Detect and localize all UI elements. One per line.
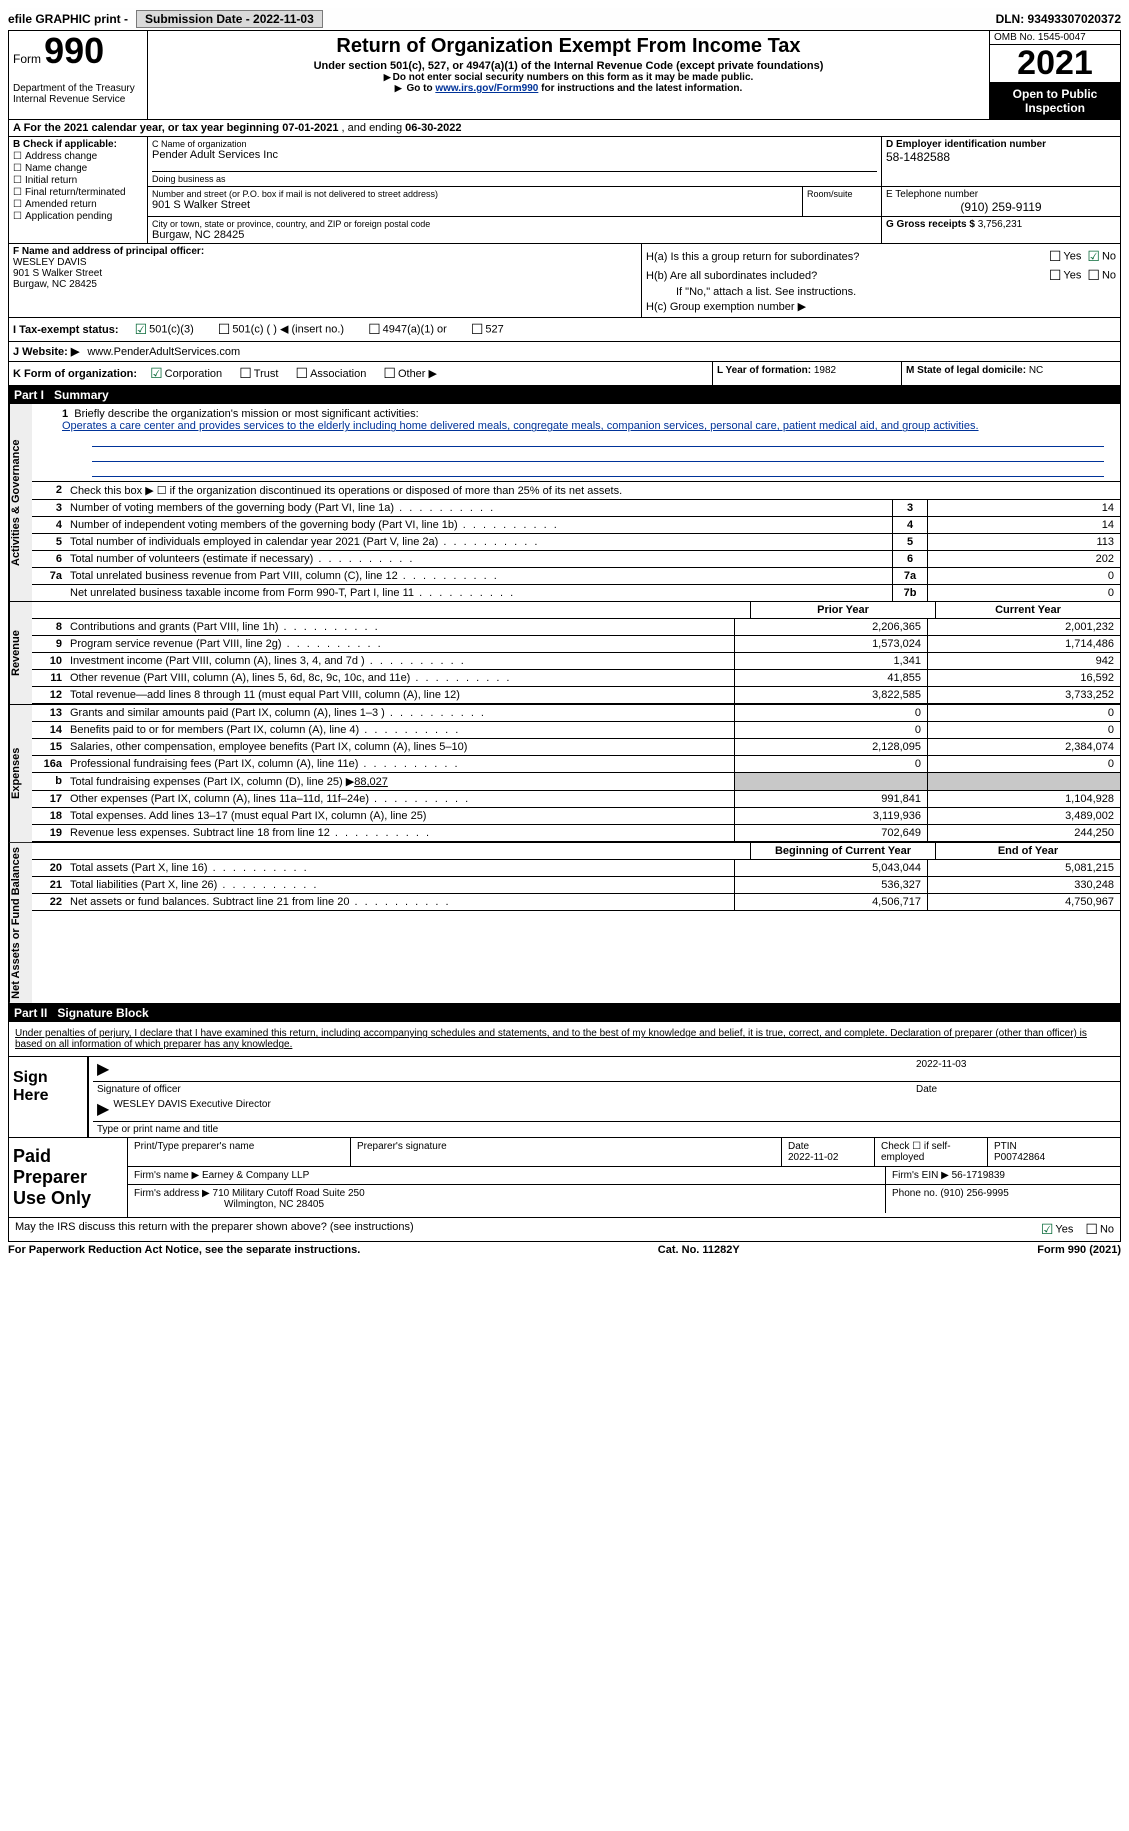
form-subtitle: Under section 501(c), 527, or 4947(a)(1)… <box>152 60 985 72</box>
chk-assoc[interactable]: Association <box>296 368 367 380</box>
officer-cell: F Name and address of principal officer:… <box>9 244 642 317</box>
discuss-yes[interactable]: Yes <box>1041 1221 1074 1238</box>
chk-name-change[interactable]: Name change <box>13 163 143 174</box>
chk-other[interactable]: Other ▶ <box>383 368 437 380</box>
tax-year: 2021 <box>990 45 1120 83</box>
tab-governance: Activities & Governance <box>9 404 32 601</box>
form-header: Form 990 Department of the Treasury Inte… <box>8 31 1121 120</box>
chk-address-change[interactable]: Address change <box>13 151 143 162</box>
city-cell: City or town, state or province, country… <box>148 217 882 243</box>
form-org-row: K Form of organization: Corporation Trus… <box>8 362 1121 386</box>
sign-here-block: Sign Here 2022-11-03 Signature of office… <box>8 1057 1121 1138</box>
year-formation: L Year of formation: 1982 <box>713 362 902 385</box>
chk-final-return[interactable]: Final return/terminated <box>13 187 143 198</box>
hb-yes[interactable]: Yes <box>1049 267 1082 284</box>
hb-no[interactable]: No <box>1087 267 1116 284</box>
top-toolbar: efile GRAPHIC print - Submission Date - … <box>8 8 1121 31</box>
sign-here-label: Sign Here <box>9 1057 87 1137</box>
efile-label: efile GRAPHIC print - <box>8 12 128 26</box>
chk-corp[interactable]: Corporation <box>150 368 222 380</box>
section-f-h: F Name and address of principal officer:… <box>8 244 1121 318</box>
tab-expenses: Expenses <box>9 705 32 842</box>
chk-4947[interactable]: 4947(a)(1) or <box>368 321 447 338</box>
col-b-checkboxes: B Check if applicable: Address change Na… <box>9 137 148 243</box>
form-number: 990 <box>44 30 104 71</box>
group-return-cell: H(a) Is this a group return for subordin… <box>642 244 1120 317</box>
year-block: OMB No. 1545-0047 2021 Open to Public In… <box>989 31 1120 119</box>
gross-cell: G Gross receipts $ 3,756,231 <box>882 217 1120 243</box>
tab-netassets: Net Assets or Fund Balances <box>9 843 32 1003</box>
mission-block: 1 Briefly describe the organization's mi… <box>32 404 1120 482</box>
ssn-note: Do not enter social security numbers on … <box>152 72 985 83</box>
section-b-c-d: B Check if applicable: Address change Na… <box>8 137 1121 244</box>
form-title: Return of Organization Exempt From Incom… <box>152 35 985 58</box>
chk-501c3[interactable]: 501(c)(3) <box>135 321 194 338</box>
ha-yes[interactable]: Yes <box>1049 248 1082 265</box>
netassets-block: Net Assets or Fund Balances Beginning of… <box>8 843 1121 1004</box>
tax-year-line: A For the 2021 calendar year, or tax yea… <box>8 120 1121 137</box>
form-title-block: Return of Organization Exempt From Incom… <box>148 31 989 119</box>
dln-label: DLN: 93493307020372 <box>996 12 1121 26</box>
revenue-block: Revenue Prior YearCurrent Year 8Contribu… <box>8 602 1121 705</box>
part1-header: Part I Summary <box>8 386 1121 404</box>
ein-cell: D Employer identification number 58-1482… <box>882 137 1120 186</box>
col-c-d: C Name of organization Pender Adult Serv… <box>148 137 1120 243</box>
website-row: J Website: ▶ www.PenderAdultServices.com <box>8 342 1121 362</box>
discuss-no[interactable]: No <box>1085 1221 1114 1238</box>
penalty-statement: Under penalties of perjury, I declare th… <box>8 1022 1121 1057</box>
form-word: Form <box>13 52 41 66</box>
form-number-block: Form 990 Department of the Treasury Inte… <box>9 31 148 119</box>
footer: For Paperwork Reduction Act Notice, see … <box>8 1242 1121 1258</box>
omb-number: OMB No. 1545-0047 <box>990 31 1120 45</box>
chk-initial-return[interactable]: Initial return <box>13 175 143 186</box>
tax-status-row: I Tax-exempt status: 501(c)(3) 501(c) ( … <box>8 318 1121 342</box>
chk-501c-other[interactable]: 501(c) ( ) ◀ (insert no.) <box>218 321 344 338</box>
tab-revenue: Revenue <box>9 602 32 704</box>
k-cell: K Form of organization: Corporation Trus… <box>9 362 713 385</box>
room-cell: Room/suite <box>803 187 882 216</box>
chk-527[interactable]: 527 <box>471 321 504 338</box>
chk-trust[interactable]: Trust <box>239 368 278 380</box>
ha-no[interactable]: No <box>1087 248 1116 265</box>
org-name-cell: C Name of organization Pender Adult Serv… <box>148 137 882 186</box>
part2-header: Part II Signature Block <box>8 1004 1121 1022</box>
phone-cell: E Telephone number (910) 259-9119 <box>882 187 1120 216</box>
chk-app-pending[interactable]: Application pending <box>13 211 143 222</box>
chk-amended-return[interactable]: Amended return <box>13 199 143 210</box>
paid-preparer-block: Paid Preparer Use Only Print/Type prepar… <box>8 1138 1121 1218</box>
paid-preparer-label: Paid Preparer Use Only <box>9 1138 128 1217</box>
submission-date-button[interactable]: Submission Date - 2022-11-03 <box>136 10 323 28</box>
open-public-badge: Open to Public Inspection <box>990 83 1120 119</box>
treasury-dept: Department of the Treasury <box>13 83 143 94</box>
goto-note: Go to www.irs.gov/Form990 for instructio… <box>152 83 985 94</box>
b-label: B Check if applicable: <box>13 139 143 150</box>
governance-block: Activities & Governance 1 Briefly descri… <box>8 404 1121 602</box>
expenses-block: Expenses 13Grants and similar amounts pa… <box>8 705 1121 843</box>
discuss-row: May the IRS discuss this return with the… <box>8 1218 1121 1242</box>
irs-label: Internal Revenue Service <box>13 94 143 105</box>
street-cell: Number and street (or P.O. box if mail i… <box>148 187 803 216</box>
irs-link[interactable]: www.irs.gov/Form990 <box>435 83 538 94</box>
state-domicile: M State of legal domicile: NC <box>902 362 1120 385</box>
